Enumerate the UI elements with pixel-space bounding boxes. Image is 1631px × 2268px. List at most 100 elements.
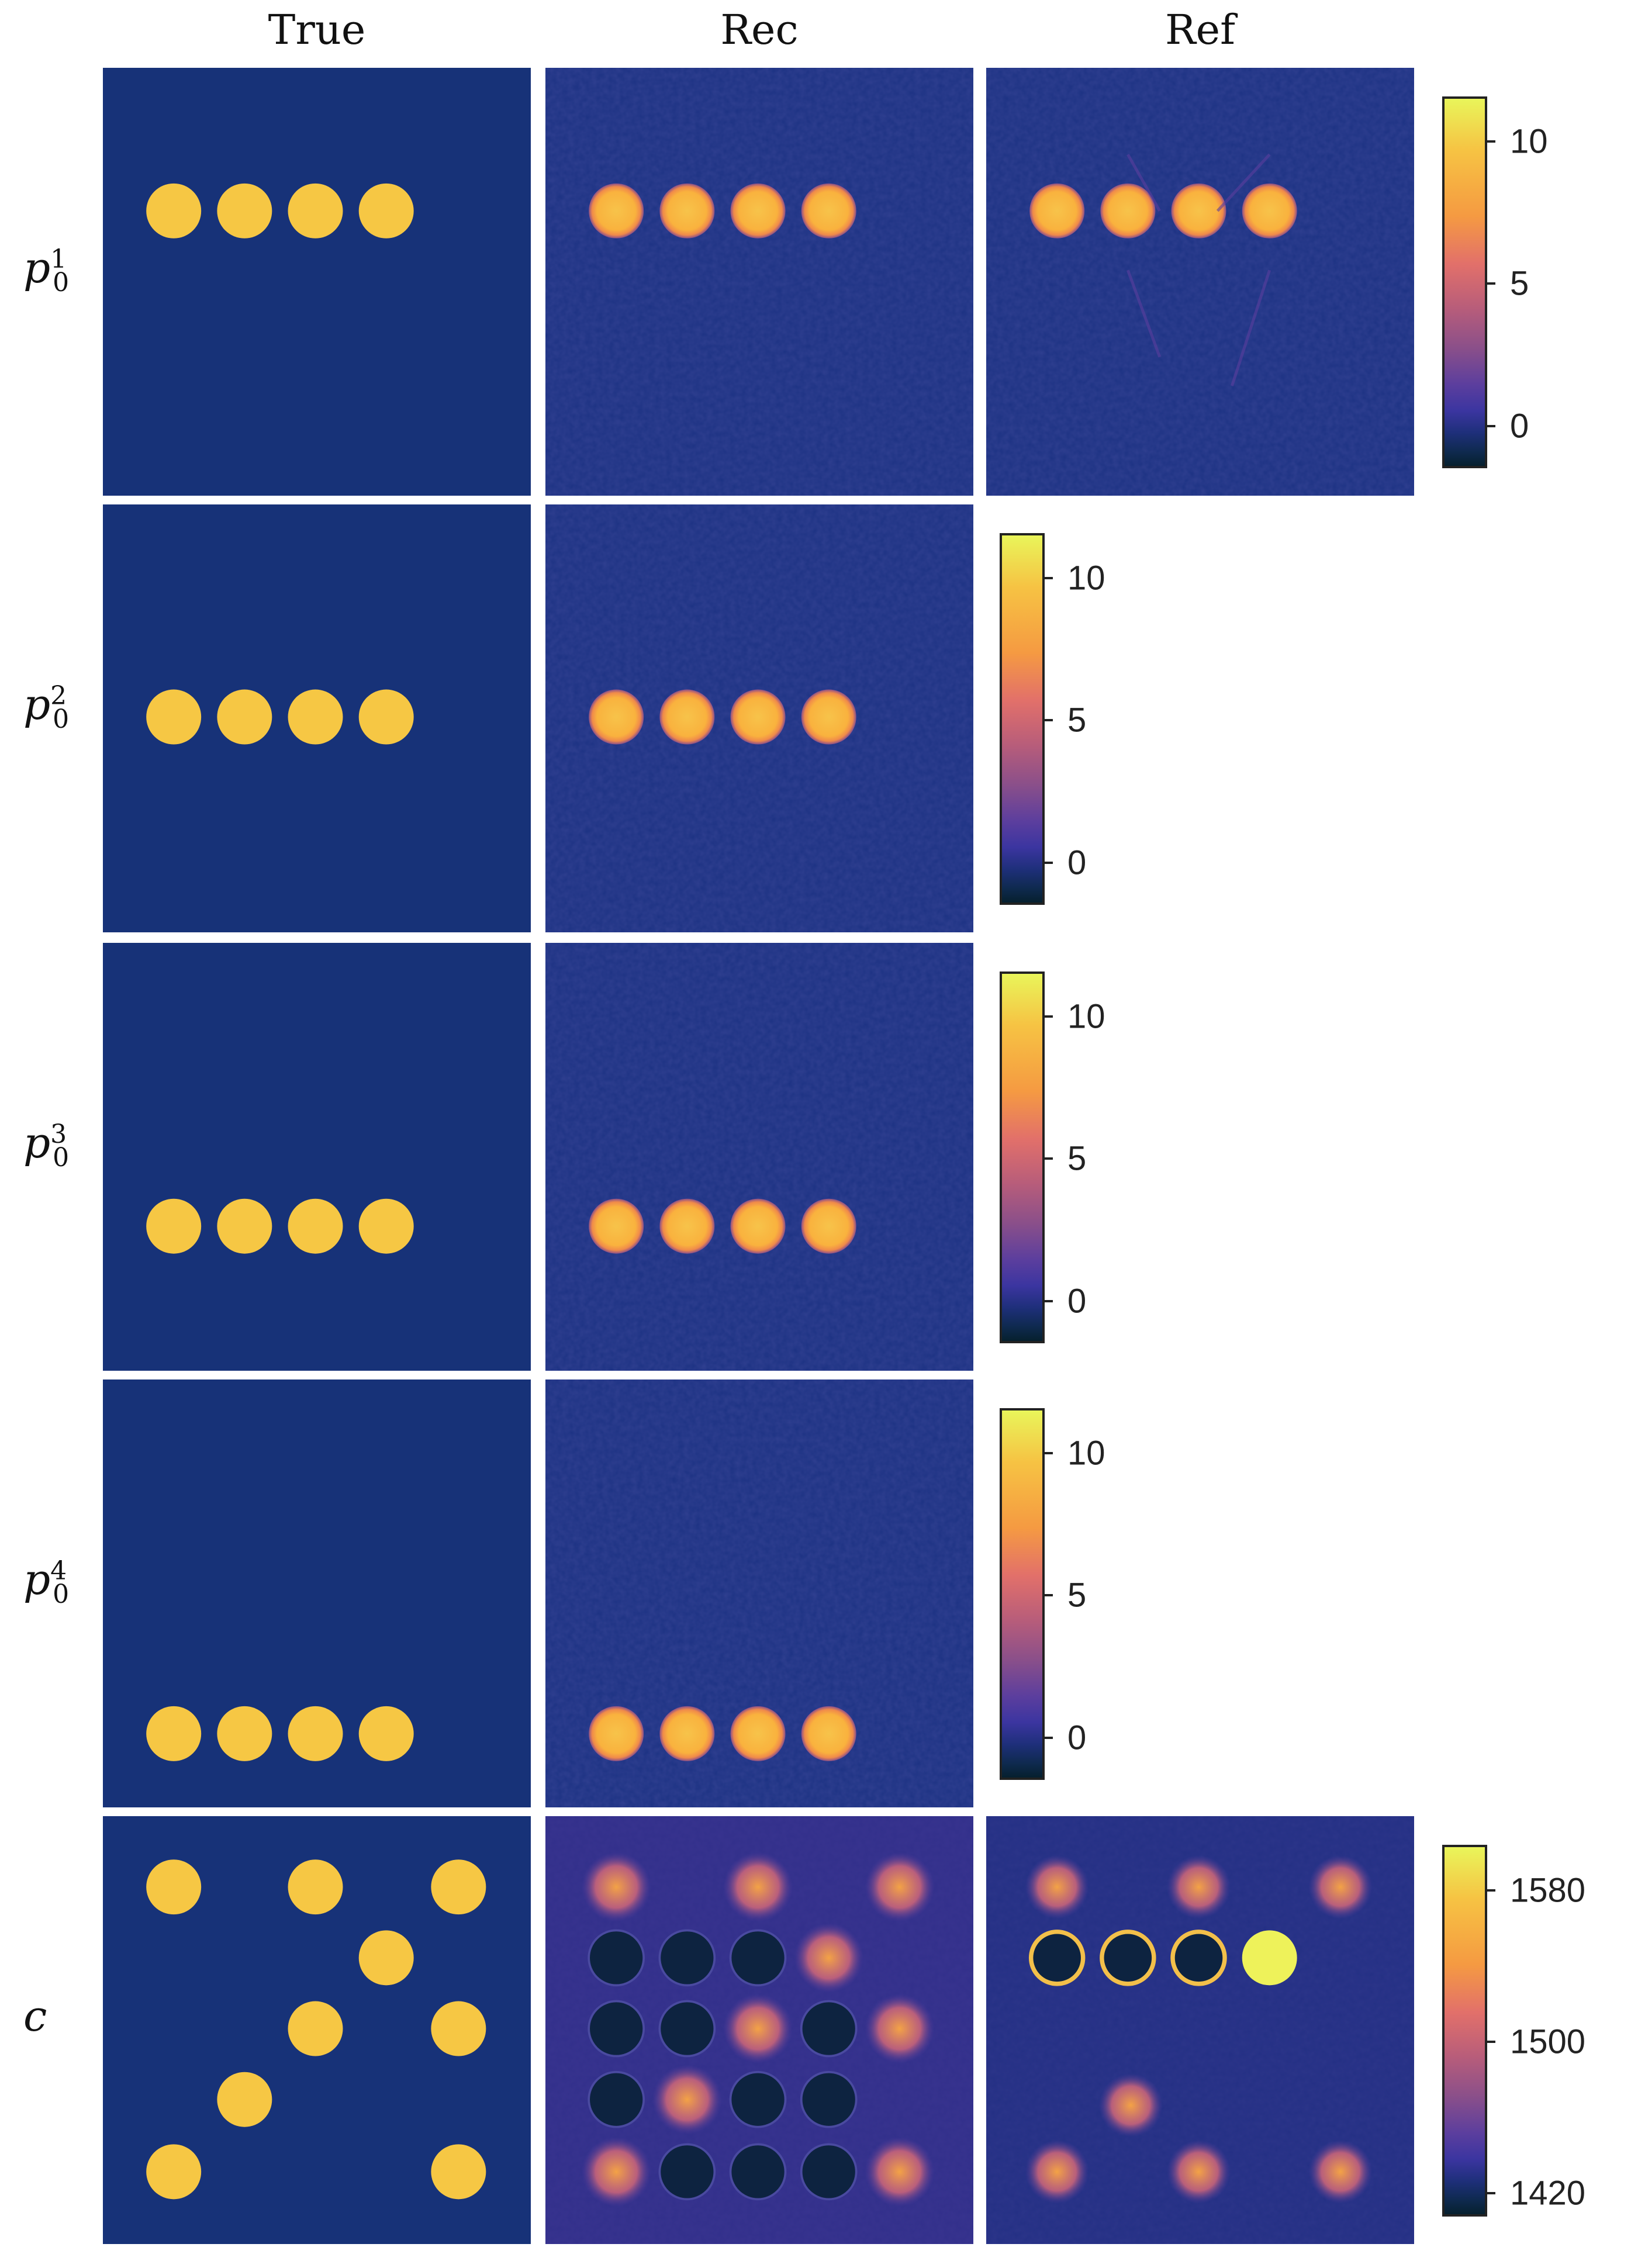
p0-1-true-panel: [103, 68, 531, 496]
row-label: c: [23, 1992, 94, 2041]
column-title-ref: Ref: [1164, 6, 1236, 54]
colorbar-tick-label: 5: [1067, 1139, 1087, 1178]
row-label-subscript: 0: [53, 1579, 70, 1610]
colorbar-tick: [1045, 1015, 1053, 1018]
inclusion-circle: [659, 183, 715, 238]
bright-inclusion: [1242, 1930, 1297, 1986]
column-title-true: True: [268, 6, 366, 54]
colorbar-tick-label: 5: [1067, 1576, 1087, 1614]
colorbar-tick-label: 1500: [1510, 2022, 1586, 2061]
row-label-superscript: 3: [50, 1119, 67, 1149]
dark-ring: [800, 2000, 858, 2058]
dark-ring: [588, 2070, 645, 2128]
inclusion-circle: [589, 1706, 644, 1761]
colorbar-tick: [1045, 861, 1053, 864]
inclusion-circle: [146, 1706, 202, 1761]
inclusion-circle: [1242, 183, 1297, 238]
inclusion-circle: [659, 689, 715, 745]
column-title-rec: Rec: [720, 6, 799, 54]
colorbar-tick: [1045, 1299, 1053, 1302]
ring-artifact: [1028, 1930, 1086, 1986]
row-label-superscript: 2: [50, 681, 67, 711]
inclusion-circle: [431, 1859, 486, 1915]
inclusion-circle: [730, 183, 786, 238]
inclusion-circle: [217, 1706, 272, 1761]
colorbar-tick: [1045, 1452, 1053, 1455]
colorbar-tick: [1045, 1594, 1053, 1597]
reconstructed-blob: [581, 2137, 651, 2207]
inclusion-circle: [288, 2001, 343, 2056]
pressure-colorbar: 0 5 10: [1000, 1408, 1105, 1780]
p0-1-ref-panel: [986, 68, 1414, 496]
colorbar-tick: [1487, 2192, 1495, 2195]
inclusion-circle: [730, 1198, 786, 1254]
inclusion-circle: [146, 689, 202, 745]
p0-1-rec-panel: [545, 68, 973, 496]
colorbar-tick-label: 5: [1067, 701, 1087, 739]
inclusion-circle: [589, 183, 644, 238]
inclusion-circle: [1100, 183, 1156, 238]
colorbar-tick-label: 0: [1510, 407, 1529, 445]
inclusion-circle: [217, 183, 272, 238]
reconstructed-blob: [723, 1994, 793, 2063]
pressure-colorbar: 0 5 10: [1442, 96, 1548, 468]
inclusion-circle: [146, 1198, 202, 1254]
colorbar-tick-label: 5: [1510, 264, 1529, 303]
c-rec-panel: [545, 1816, 973, 2244]
p0-3-rec-panel: [545, 943, 973, 1371]
reconstructed-blob: [865, 2137, 935, 2207]
ring-artifact: [1100, 1930, 1156, 1986]
artifact-blob: [1025, 1855, 1089, 1919]
artifact-blob: [1098, 2073, 1163, 2137]
p0-4-true-panel: [103, 1380, 531, 1807]
colorbar-tick-label: 10: [1067, 997, 1105, 1036]
inclusion-circle: [659, 1198, 715, 1254]
p0-4-rec-panel: [545, 1380, 973, 1807]
inclusion-circle: [288, 1859, 343, 1915]
artifact-blob: [1025, 2139, 1089, 2204]
inclusion-circle: [358, 1930, 414, 1986]
streak-artifact: [1231, 269, 1271, 386]
dark-ring: [658, 2143, 716, 2201]
inclusion-circle: [659, 1706, 715, 1761]
inclusion-circle: [217, 689, 272, 745]
artifact-blob: [1308, 1855, 1373, 1919]
colorbar-tick: [1045, 1157, 1053, 1160]
pressure-colorbar: 0 5 10: [1000, 533, 1105, 905]
p0-2-rec-panel: [545, 504, 973, 932]
dark-ring: [729, 2143, 787, 2201]
sound-speed-colorbar: 1420 1500 1580: [1442, 1845, 1585, 2217]
streak-artifact: [1127, 154, 1161, 212]
ring-artifact: [1170, 1930, 1227, 1986]
dark-ring: [729, 1929, 787, 1987]
colorbar-tick-label: 0: [1067, 843, 1087, 882]
inclusion-circle: [730, 689, 786, 745]
inclusion-circle: [358, 689, 414, 745]
streak-artifact: [1127, 269, 1162, 358]
row-label-symbol: p: [23, 1555, 51, 1604]
row-label-symbol: c: [23, 1992, 47, 2041]
row-label: p30: [23, 1118, 94, 1173]
colorbar-tick-label: 10: [1067, 559, 1105, 597]
inclusion-circle: [589, 689, 644, 745]
row-label: p20: [23, 680, 94, 734]
row-label: p10: [23, 243, 94, 298]
dark-ring: [658, 1929, 716, 1987]
streak-artifact: [1216, 153, 1271, 212]
colorbar-tick: [1487, 2041, 1495, 2044]
inclusion-circle: [801, 689, 856, 745]
colorbar-tick: [1045, 719, 1053, 722]
row-label-symbol: p: [23, 680, 51, 729]
p0-3-true-panel: [103, 943, 531, 1371]
dark-ring: [588, 1929, 645, 1987]
dark-ring: [658, 2000, 716, 2058]
reconstructed-blob: [865, 1852, 935, 1922]
inclusion-circle: [146, 2144, 202, 2200]
inclusion-circle: [1029, 183, 1085, 238]
inclusion-circle: [358, 1198, 414, 1254]
colorbar-tick-label: 0: [1067, 1719, 1087, 1757]
inclusion-circle: [288, 183, 343, 238]
colorbar-tick: [1487, 282, 1495, 285]
colorbar-tick: [1045, 577, 1053, 580]
pressure-colorbar: 0 5 10: [1000, 971, 1105, 1343]
